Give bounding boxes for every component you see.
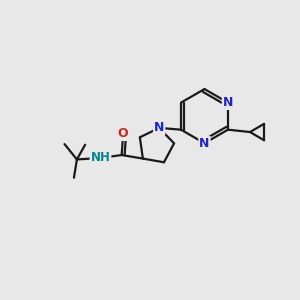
Text: N: N: [154, 122, 164, 134]
Text: O: O: [118, 127, 128, 140]
Text: N: N: [223, 96, 233, 109]
Text: NH: NH: [91, 152, 110, 164]
Text: N: N: [199, 137, 210, 150]
